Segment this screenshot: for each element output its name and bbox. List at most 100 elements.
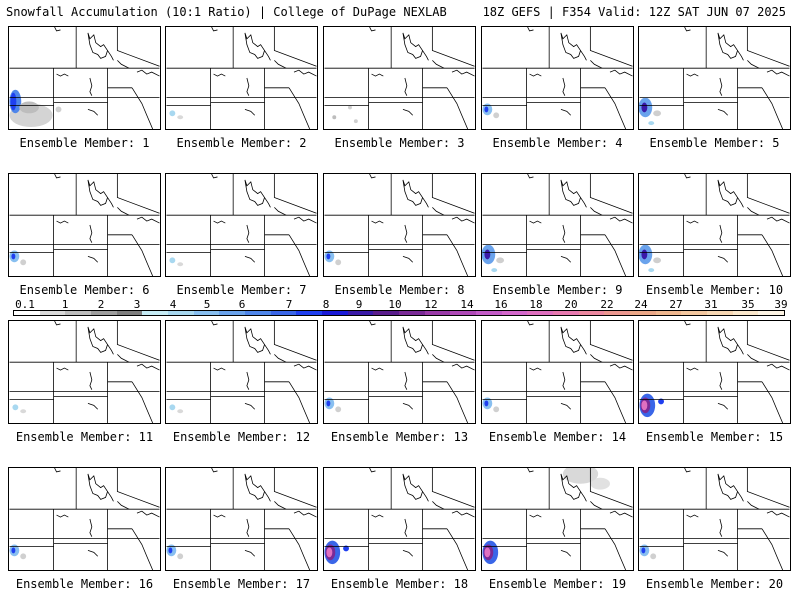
member-label: Ensemble Member: 20 <box>645 577 784 591</box>
map-border <box>560 109 572 116</box>
map-border <box>244 256 256 263</box>
map-border <box>274 354 287 363</box>
map-border <box>432 207 445 216</box>
snowfall-shading <box>641 547 646 554</box>
snowfall-shading <box>493 112 500 119</box>
snowfall-shading <box>326 547 333 558</box>
map-border <box>402 403 414 410</box>
map-border <box>369 27 376 32</box>
snowfall-shading <box>169 257 176 264</box>
map-border <box>761 87 784 129</box>
map-border <box>529 514 542 518</box>
ensemble-member-panel: Ensemble Member: 16 <box>8 467 161 591</box>
snowfall-shading <box>496 257 505 264</box>
map-border <box>590 60 603 69</box>
snowfall-shading <box>648 268 655 273</box>
member-snowfall-map <box>481 467 634 571</box>
map-border <box>116 321 160 361</box>
map-border <box>432 60 445 69</box>
member-snowfall-map <box>165 26 318 130</box>
snowfall-shading <box>332 115 337 120</box>
map-border <box>87 403 99 410</box>
ensemble-member-panel: Ensemble Member: 6 <box>8 173 161 297</box>
map-border <box>369 321 376 326</box>
map-border <box>273 174 317 214</box>
map-border <box>589 174 633 214</box>
scale-swatch <box>245 311 271 315</box>
map-border <box>274 207 287 216</box>
snowfall-shading <box>11 253 16 260</box>
map-border <box>451 69 475 77</box>
map-border <box>246 371 250 390</box>
map-border <box>288 528 311 570</box>
scale-swatch <box>450 311 477 315</box>
map-border <box>431 468 475 508</box>
map-border <box>107 344 114 355</box>
scale-swatch <box>219 311 246 315</box>
map-border <box>56 514 69 518</box>
map-border <box>686 73 699 77</box>
snowfall-shading <box>484 106 489 113</box>
scale-swatch <box>732 311 759 315</box>
ensemble-member-panel: Ensemble Member: 15 <box>638 320 791 444</box>
map-border <box>747 60 760 69</box>
member-label: Ensemble Member: 15 <box>645 430 784 444</box>
scale-swatch <box>14 311 40 315</box>
map-border <box>246 224 250 243</box>
map-border <box>116 174 160 214</box>
map-border <box>371 514 384 518</box>
snowfall-shading <box>653 110 662 117</box>
map-border <box>580 197 587 208</box>
map-border <box>761 381 784 423</box>
chart-title: Snowfall Accumulation (10:1 Ratio) | Col… <box>6 5 447 19</box>
member-label: Ensemble Member: 6 <box>19 283 150 297</box>
map-border <box>136 363 160 371</box>
ensemble-member-panel: Ensemble Member: 5 <box>638 26 791 150</box>
map-border <box>131 381 154 423</box>
member-snowfall-map <box>8 173 161 277</box>
map-border <box>89 77 93 96</box>
member-snowfall-map <box>638 320 791 424</box>
map-border <box>717 109 729 116</box>
ensemble-member-panel: Ensemble Member: 13 <box>323 320 476 444</box>
map-border <box>560 256 572 263</box>
map-border <box>422 50 429 61</box>
map-border <box>131 528 154 570</box>
map-border <box>527 321 534 326</box>
snowfall-shading <box>641 102 648 113</box>
snowfall-shading <box>641 249 648 260</box>
member-snowfall-map <box>8 467 161 571</box>
map-border <box>719 518 723 537</box>
map-border <box>761 234 784 276</box>
scale-swatch <box>553 311 579 315</box>
map-border <box>87 473 108 500</box>
map-border <box>560 179 581 206</box>
map-border <box>244 550 256 557</box>
ensemble-member-panel: Ensemble Member: 10 <box>638 173 791 297</box>
map-border <box>446 528 469 570</box>
map-border <box>369 468 376 473</box>
ensemble-member-panel: Ensemble Member: 3 <box>323 26 476 150</box>
map-border <box>371 73 384 77</box>
snowfall-shading <box>484 400 489 407</box>
map-border <box>402 550 414 557</box>
snowfall-shading <box>650 553 657 560</box>
map-border <box>402 32 423 59</box>
member-label: Ensemble Member: 5 <box>649 136 780 150</box>
scale-swatch <box>399 311 425 315</box>
scale-tick-label: 7 <box>285 298 293 311</box>
scale-swatch <box>758 311 785 315</box>
scale-tick-label: 3 <box>133 298 141 311</box>
map-border <box>274 501 287 510</box>
map-border <box>264 344 271 355</box>
snowfall-shading <box>177 262 184 267</box>
snowfall-shading <box>169 110 176 117</box>
map-border <box>54 468 61 473</box>
model-run-info: 18Z GEFS | F354 Valid: 12Z SAT JUN 07 20… <box>482 5 786 19</box>
map-border <box>451 216 475 224</box>
map-border <box>293 363 317 371</box>
member-label: Ensemble Member: 9 <box>492 283 623 297</box>
map-border <box>529 73 542 77</box>
map-border <box>717 256 729 263</box>
map-border <box>684 27 691 32</box>
